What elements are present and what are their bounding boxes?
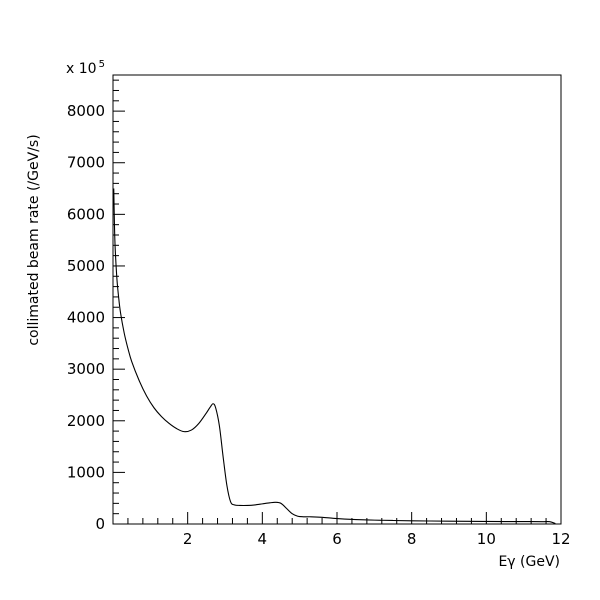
x-tick-label: 12: [551, 530, 570, 548]
y-tick-label: 2000: [67, 412, 105, 430]
y-tick-label: 8000: [67, 102, 105, 120]
y-scale-base: x 10: [66, 61, 97, 77]
y-tick-label: 7000: [67, 154, 105, 172]
y-tick-label: 0: [95, 515, 105, 533]
x-tick-label: 2: [183, 530, 193, 548]
x-axis-label: Eγ (GeV): [498, 554, 560, 570]
y-axis-ticks: [113, 79, 125, 525]
y-tick-label: 1000: [67, 463, 105, 481]
x-tick-label: 6: [332, 530, 342, 548]
y-scale-exponent: 5: [99, 59, 105, 70]
y-axis-label: collimated beam rate (/GeV/s): [26, 134, 42, 345]
x-axis-tick-labels: 2 4 6 8 10 12: [183, 530, 571, 548]
x-tick-label: 8: [407, 530, 417, 548]
x-axis-ticks: [127, 512, 562, 524]
y-axis-tick-labels: 0 1000 2000 3000 4000 5000 6000 7000 8000: [67, 102, 105, 533]
y-scale-multiplier: x 10 5: [66, 59, 105, 77]
x-tick-label: 10: [477, 530, 496, 548]
x-tick-label: 4: [258, 530, 268, 548]
y-tick-label: 6000: [67, 205, 105, 223]
y-tick-label: 4000: [67, 309, 105, 327]
series-line: [113, 188, 556, 525]
y-tick-label: 5000: [67, 257, 105, 275]
y-tick-label: 3000: [67, 360, 105, 378]
